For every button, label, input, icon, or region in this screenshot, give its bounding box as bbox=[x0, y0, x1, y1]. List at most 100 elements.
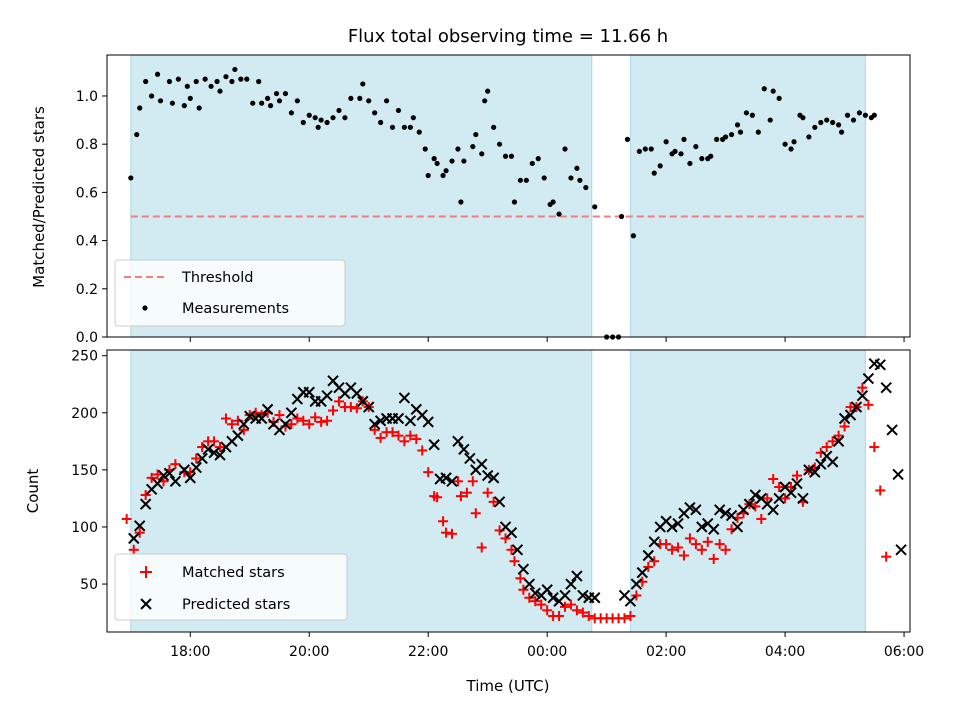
predicted-star-point bbox=[452, 435, 464, 448]
top-y-axis-label: Matched/Predicted stars bbox=[30, 106, 48, 288]
predicted-star-point bbox=[541, 584, 553, 596]
measurement-point bbox=[401, 124, 408, 130]
measurement-point bbox=[372, 110, 378, 116]
measurement-point bbox=[389, 124, 396, 130]
measurement-point bbox=[583, 184, 589, 191]
matched-star-point bbox=[619, 613, 630, 624]
matched-star-point bbox=[506, 544, 517, 555]
predicted-star-point bbox=[803, 464, 815, 476]
matched-star-point bbox=[762, 493, 773, 504]
matched-star-point bbox=[684, 533, 695, 544]
measurement-point bbox=[618, 213, 625, 220]
predicted-star-point bbox=[163, 467, 176, 480]
matched-star-point bbox=[690, 539, 701, 550]
measurement-point bbox=[282, 90, 289, 97]
matched-star-point bbox=[875, 485, 886, 496]
measurement-point bbox=[217, 88, 223, 94]
predicted-star-point bbox=[713, 504, 726, 516]
measurement-point bbox=[157, 98, 164, 104]
matched-star-point bbox=[702, 536, 713, 547]
measurement-point bbox=[434, 160, 440, 167]
x-tick-label: 20:00 bbox=[289, 644, 329, 660]
predicted-star-point bbox=[404, 415, 417, 427]
measurement-point bbox=[137, 105, 143, 111]
predicted-star-point bbox=[529, 587, 541, 599]
measurement-point bbox=[143, 78, 149, 85]
measurement-point bbox=[830, 119, 836, 126]
matched-star-point bbox=[146, 472, 157, 483]
predicted-star-point bbox=[815, 458, 827, 470]
measurement-point bbox=[175, 76, 181, 82]
matched-star-point bbox=[667, 544, 678, 555]
predicted-star-point bbox=[642, 549, 654, 562]
matched-star-point bbox=[446, 528, 457, 539]
predicted-star-point bbox=[476, 458, 488, 470]
predicted-star-point bbox=[134, 520, 146, 532]
predicted-star-point bbox=[577, 589, 589, 602]
predicted-star-point bbox=[886, 424, 898, 436]
top-plot-frame bbox=[106, 54, 911, 338]
matched-star-point bbox=[220, 413, 231, 424]
matched-star-point bbox=[482, 487, 493, 498]
predicted-star-point bbox=[565, 578, 577, 590]
predicted-star-point bbox=[208, 447, 220, 459]
matched-star-point bbox=[121, 513, 132, 524]
measurement-point bbox=[425, 172, 431, 179]
predicted-star-point bbox=[791, 477, 803, 490]
measurement-point bbox=[871, 112, 877, 118]
predicted-star-point bbox=[261, 403, 274, 416]
measurement-point bbox=[276, 98, 283, 104]
matched-star-point bbox=[387, 427, 398, 438]
matched-star-point bbox=[128, 544, 139, 555]
matched-star-point bbox=[720, 544, 731, 555]
predicted-star-point bbox=[767, 504, 779, 516]
predicted-star-point bbox=[487, 472, 500, 484]
predicted-star-point bbox=[826, 456, 839, 468]
matched-star-point bbox=[631, 590, 642, 601]
measurement-point bbox=[687, 160, 693, 167]
predicted-star-point bbox=[547, 592, 559, 604]
measurement-point bbox=[574, 165, 580, 171]
predicted-star-point bbox=[856, 389, 869, 402]
measurement-point bbox=[529, 160, 535, 167]
measurement-point bbox=[523, 177, 529, 183]
y-tick-label: 0.0 bbox=[76, 330, 98, 346]
measurement-point bbox=[342, 115, 348, 121]
measurement-point bbox=[812, 124, 818, 130]
measurement-point bbox=[723, 134, 729, 140]
predicted-star-point bbox=[190, 461, 202, 474]
measurement-point bbox=[485, 88, 491, 94]
matched-star-point bbox=[536, 599, 547, 610]
measurement-point bbox=[714, 136, 720, 142]
measurement-point bbox=[395, 107, 402, 114]
measurement-point bbox=[776, 95, 782, 101]
measurement-point bbox=[535, 156, 541, 162]
chart-title: Flux total observing time = 11.66 h bbox=[348, 26, 668, 47]
measurement-point bbox=[836, 122, 842, 128]
measurement-point bbox=[184, 83, 190, 89]
measurement-point bbox=[502, 153, 509, 159]
bottom-y-axis-label: Count bbox=[24, 469, 42, 514]
measurement-point bbox=[134, 131, 140, 138]
x-tick-label: 22:00 bbox=[408, 644, 448, 660]
measurement-point bbox=[443, 168, 449, 174]
measurement-point bbox=[592, 204, 598, 210]
measurement-point bbox=[196, 105, 202, 111]
matched-star-point bbox=[560, 601, 571, 612]
matched-star-point bbox=[209, 436, 220, 447]
measurement-point bbox=[844, 112, 851, 118]
legend-predicted-label: Predicted stars bbox=[182, 597, 290, 613]
measurement-point bbox=[407, 124, 413, 130]
measurement-point bbox=[749, 112, 755, 118]
measurement-point bbox=[642, 146, 648, 152]
bottom-y-axis-ticks: 50 100 150 200 250 bbox=[71, 349, 107, 593]
measurement-point bbox=[541, 175, 547, 181]
measurement-point bbox=[378, 119, 384, 126]
predicted-star-point bbox=[636, 566, 649, 579]
bottom-plot-frame bbox=[106, 349, 911, 633]
measurement-point bbox=[491, 124, 497, 130]
measurement-point bbox=[318, 117, 324, 123]
measurement-point bbox=[473, 131, 479, 138]
predicted-star-point bbox=[446, 475, 458, 488]
measurement-point bbox=[267, 103, 274, 109]
